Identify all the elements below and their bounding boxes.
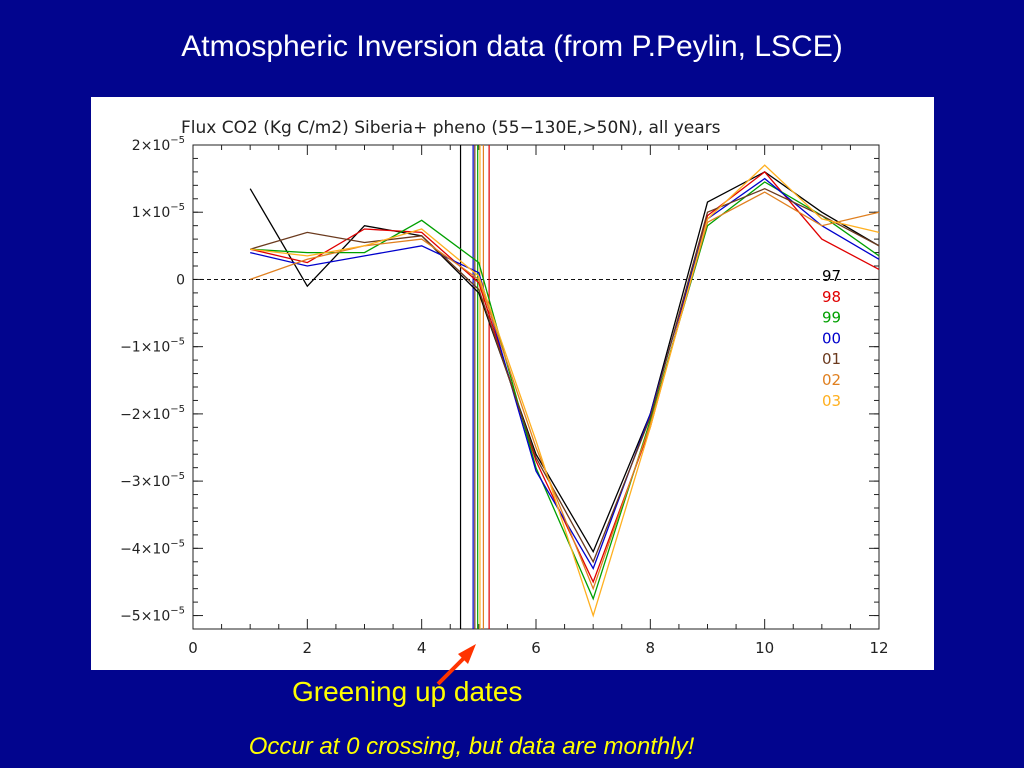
series-line-01: [250, 187, 880, 564]
greening-caption: Greening up dates: [292, 676, 523, 707]
series-line-98: [250, 171, 880, 584]
legend-entry-97: 97: [822, 267, 841, 285]
chart-title: Flux CO2 (Kg C/m2) Siberia+ pheno (55−13…: [181, 118, 721, 138]
y-tick-label: 0: [176, 272, 185, 288]
slide-title: Atmospheric Inversion data (from P.Peyli…: [181, 30, 843, 63]
greening-date-lines: [459, 145, 490, 629]
series-line-03: [250, 164, 880, 618]
x-tick-label: 4: [417, 639, 427, 657]
y-tick-label: −4×10−5: [120, 538, 185, 557]
series-line-99: [250, 181, 880, 601]
legend: 97 98 99 00 01 02 03: [822, 267, 841, 410]
plot-border: [192, 144, 880, 630]
legend-entry-01: 01: [822, 350, 841, 368]
chart-panel: Flux CO2 (Kg C/m2) Siberia+ pheno (55−13…: [91, 97, 934, 670]
y-axis: 2×10−5 1×10−5 0 −1×10−5 −2×10−5 −3×10−5 −4×10−…: [120, 135, 879, 630]
y-tick-label: −3×10−5: [120, 471, 185, 490]
legend-entry-00: 00: [822, 329, 841, 347]
x-tick-label: 12: [869, 639, 888, 657]
arrow-head: [458, 644, 476, 664]
x-tick-label: 0: [188, 639, 198, 657]
legend-entry-03: 03: [822, 392, 841, 410]
legend-entry-02: 02: [822, 371, 841, 389]
x-tick-label: 2: [303, 639, 313, 657]
x-axis: 0 2 4 6 8 10 12: [188, 145, 889, 657]
y-tick-label: −5×10−5: [120, 606, 185, 625]
series-line-97: [249, 171, 880, 554]
legend-entry-98: 98: [822, 288, 841, 306]
legend-entry-99: 99: [822, 309, 841, 327]
greening-subcaption: Occur at 0 crossing, but data are monthl…: [248, 733, 695, 760]
x-tick-label: 10: [755, 639, 774, 657]
y-tick-label: −1×10−5: [120, 337, 185, 356]
series-lines: [249, 164, 880, 618]
plot-frame: [192, 144, 880, 630]
arrow-icon: [436, 644, 476, 686]
x-tick-label: 8: [646, 639, 656, 657]
line-chart: Flux CO2 (Kg C/m2) Siberia+ pheno (55−13…: [120, 118, 889, 657]
y-tick-label: 2×10−5: [132, 135, 185, 154]
y-tick-label: 1×10−5: [132, 202, 185, 221]
x-tick-label: 6: [531, 639, 541, 657]
y-tick-label: −2×10−5: [120, 404, 185, 423]
